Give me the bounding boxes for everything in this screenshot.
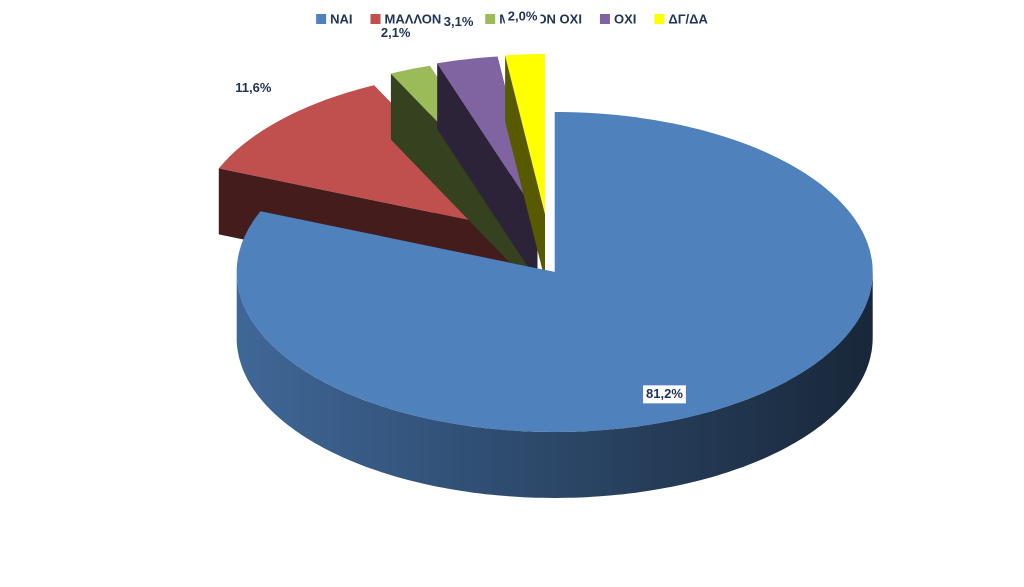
legend-label: ΝΑΙ bbox=[330, 11, 352, 26]
slice-side bbox=[437, 63, 538, 282]
value-label-bg bbox=[504, 8, 541, 27]
value-label-bg bbox=[232, 79, 275, 98]
slice-top bbox=[236, 112, 873, 432]
value-label: 2,0% bbox=[508, 9, 538, 24]
legend-swatch bbox=[485, 14, 496, 24]
legend-label: ΔΓ/ΔΑ bbox=[668, 11, 708, 26]
legend-swatch bbox=[654, 14, 665, 24]
legend-label: ΟΧΙ bbox=[614, 11, 636, 26]
slice-top bbox=[505, 54, 545, 215]
slice-side bbox=[505, 55, 545, 281]
slice-wall bbox=[236, 272, 873, 498]
legend-swatch bbox=[316, 14, 327, 24]
slice-side bbox=[390, 73, 530, 284]
value-label: 3,1% bbox=[444, 14, 474, 29]
legend-swatch bbox=[370, 14, 381, 24]
value-label: 11,6% bbox=[235, 80, 272, 95]
value-label-bg bbox=[377, 24, 414, 43]
legend-swatch bbox=[599, 14, 610, 24]
value-label: 2,1% bbox=[381, 25, 411, 40]
slice-top bbox=[437, 56, 538, 216]
value-label-bg bbox=[440, 13, 477, 32]
slice-top bbox=[218, 85, 514, 230]
value-label-bg bbox=[643, 385, 686, 404]
value-label: 81,2% bbox=[646, 386, 683, 401]
slice bbox=[236, 112, 873, 498]
slice bbox=[505, 54, 545, 281]
